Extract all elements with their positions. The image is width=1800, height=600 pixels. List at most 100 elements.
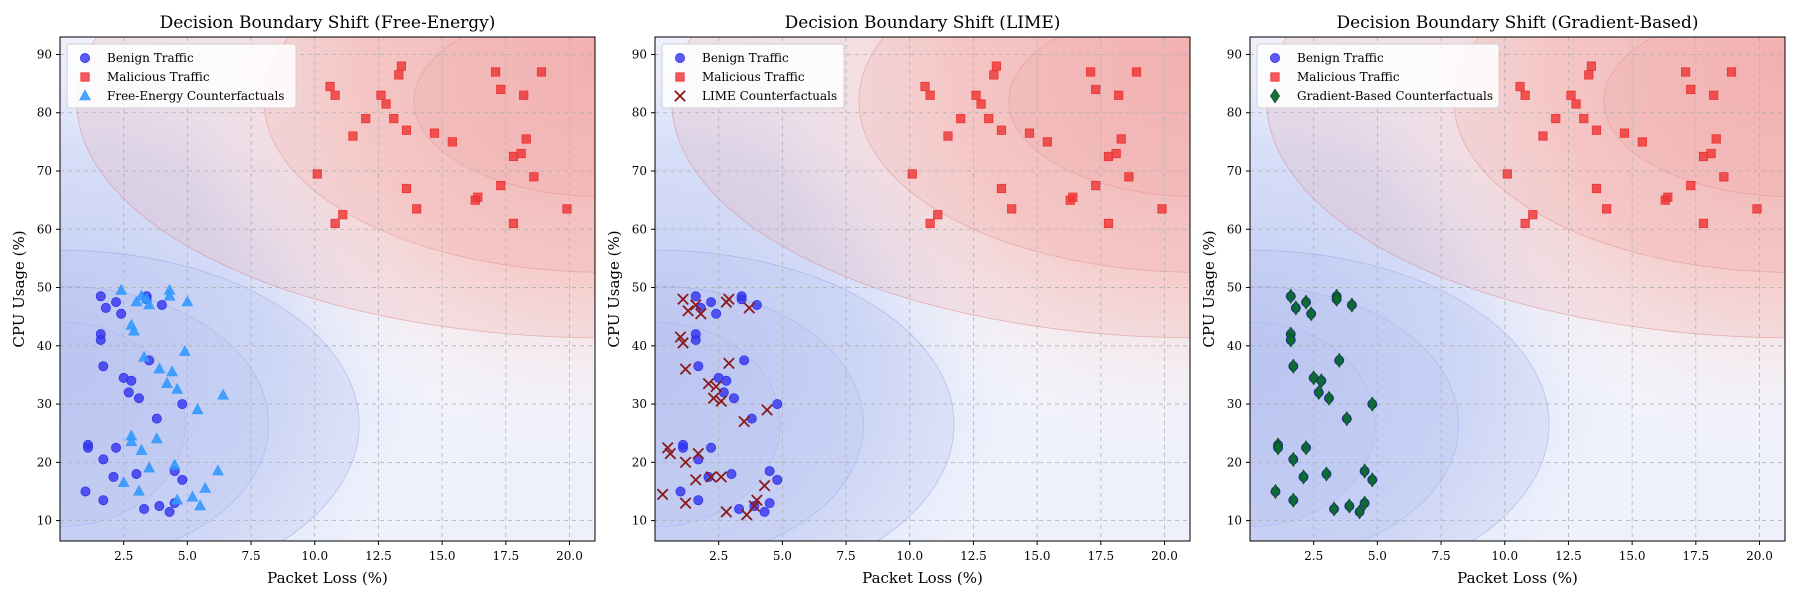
data-point [664, 447, 677, 460]
data-point [693, 361, 704, 372]
data-point [707, 392, 720, 405]
data-point [715, 471, 728, 483]
data-point [772, 399, 783, 410]
data-point [1301, 294, 1312, 310]
data-point [693, 495, 704, 506]
data-point [907, 169, 917, 179]
data-point [1367, 472, 1378, 488]
data-point [1359, 463, 1370, 479]
data-point [117, 476, 130, 487]
axes-frame [1249, 36, 1786, 542]
data-point [1354, 504, 1365, 520]
legend: Benign Traffic Malicious Traffic LIME Coun… [661, 43, 845, 109]
data-point [679, 497, 692, 509]
data-point [1091, 180, 1101, 191]
data-point [95, 291, 106, 302]
data-point [1681, 67, 1691, 77]
x-axis-label: Packet Loss (%) [267, 569, 388, 587]
data-point [1024, 128, 1035, 138]
y-tick-label: 50 [632, 281, 647, 295]
data-point [473, 192, 483, 202]
x-tick-label: 10.0 [896, 549, 923, 563]
benign-contour [60, 321, 186, 528]
legend-label: Malicious Traffic [107, 70, 210, 84]
x-axis-label: Packet Loss (%) [862, 569, 983, 587]
data-point [661, 441, 674, 454]
data-point [1131, 67, 1142, 77]
data-point [720, 506, 733, 518]
legend-marker [80, 72, 90, 82]
y-tick-label: 20 [1227, 455, 1242, 469]
data-point [1290, 300, 1301, 316]
chart-panel-1: 2.5 5.0 7.5 10.0 12.5 15.0 17.5 20.0 10 20 30 40 50 6… [10, 13, 596, 587]
data-point [734, 503, 745, 514]
y-tick-label: 80 [632, 106, 647, 120]
data-point [1528, 210, 1538, 220]
data-point [191, 403, 204, 415]
data-point [984, 113, 994, 124]
data-point [199, 481, 212, 493]
data-point [743, 302, 756, 314]
y-tick-label: 80 [37, 106, 52, 120]
y-axis-label: CPU Usage (%) [1200, 230, 1218, 347]
data-point [1301, 440, 1312, 456]
data-point [1270, 483, 1281, 500]
data-point [381, 99, 391, 109]
x-tick-label: 12.5 [1555, 549, 1582, 563]
data-point [728, 393, 739, 404]
data-point [166, 365, 179, 377]
data-point [996, 125, 1007, 135]
chart-title: Decision Boundary Shift (Gradient-Based) [1336, 13, 1698, 33]
legend-marker [80, 53, 91, 64]
benign-contour [655, 321, 781, 528]
data-point [1520, 90, 1530, 100]
data-point [111, 442, 122, 453]
data-point [131, 468, 142, 479]
data-point [1367, 396, 1378, 412]
data-point [690, 334, 701, 345]
legend-marker [79, 89, 91, 101]
data-point [1157, 204, 1167, 214]
data-point [943, 131, 953, 141]
data-point [133, 393, 144, 404]
data-point [1566, 90, 1576, 100]
data-point [711, 308, 722, 319]
chart-title: Decision Boundary Shift (Free-Energy) [160, 13, 496, 33]
y-tick-label: 40 [1227, 339, 1242, 353]
data-point [325, 81, 335, 92]
data-point [703, 471, 714, 482]
y-tick-label: 90 [1227, 47, 1242, 61]
data-point [689, 473, 702, 486]
data-point [80, 486, 91, 497]
data-point [692, 447, 705, 460]
data-point [1686, 180, 1696, 191]
data-point [163, 289, 176, 301]
legend-label: Gradient-Based Counterfactuals [1297, 89, 1493, 103]
data-point [156, 300, 167, 311]
data-point [100, 302, 111, 313]
data-point [178, 345, 191, 356]
data-point [1288, 451, 1299, 467]
data-point [95, 334, 106, 345]
legend: Benign Traffic Malicious Traffic Free-Ener… [66, 43, 297, 109]
data-point [1114, 90, 1124, 100]
y-tick-label: 70 [632, 164, 647, 178]
data-point [401, 183, 412, 194]
data-point [759, 506, 770, 517]
data-point [177, 399, 188, 410]
y-tick-label: 30 [1227, 397, 1242, 411]
y-tick-label: 10 [1227, 514, 1242, 528]
data-point [1619, 128, 1630, 138]
data-point [529, 172, 539, 182]
data-point [1515, 81, 1525, 92]
data-point [675, 486, 686, 497]
y-tick-label: 20 [37, 455, 52, 469]
legend-box [661, 43, 845, 109]
legend-box [66, 43, 297, 109]
data-point [1502, 169, 1512, 179]
data-point [401, 125, 412, 135]
data-point [168, 458, 181, 470]
data-point [111, 297, 122, 308]
data-point [674, 331, 687, 343]
legend-label: Benign Traffic [1297, 51, 1384, 65]
